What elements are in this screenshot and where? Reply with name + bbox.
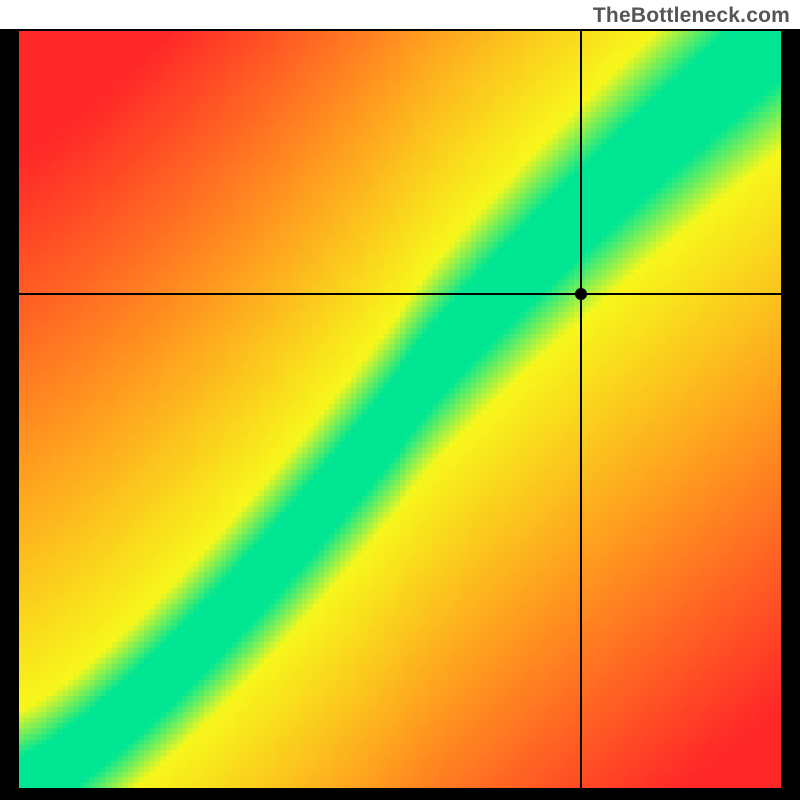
crosshair-vertical (580, 31, 582, 788)
crosshair-horizontal (19, 293, 781, 295)
crosshair-marker-dot (575, 288, 587, 300)
watermark-text: TheBottleneck.com (593, 4, 790, 28)
plot-outer-frame (0, 29, 800, 800)
bottleneck-heatmap (19, 31, 781, 788)
